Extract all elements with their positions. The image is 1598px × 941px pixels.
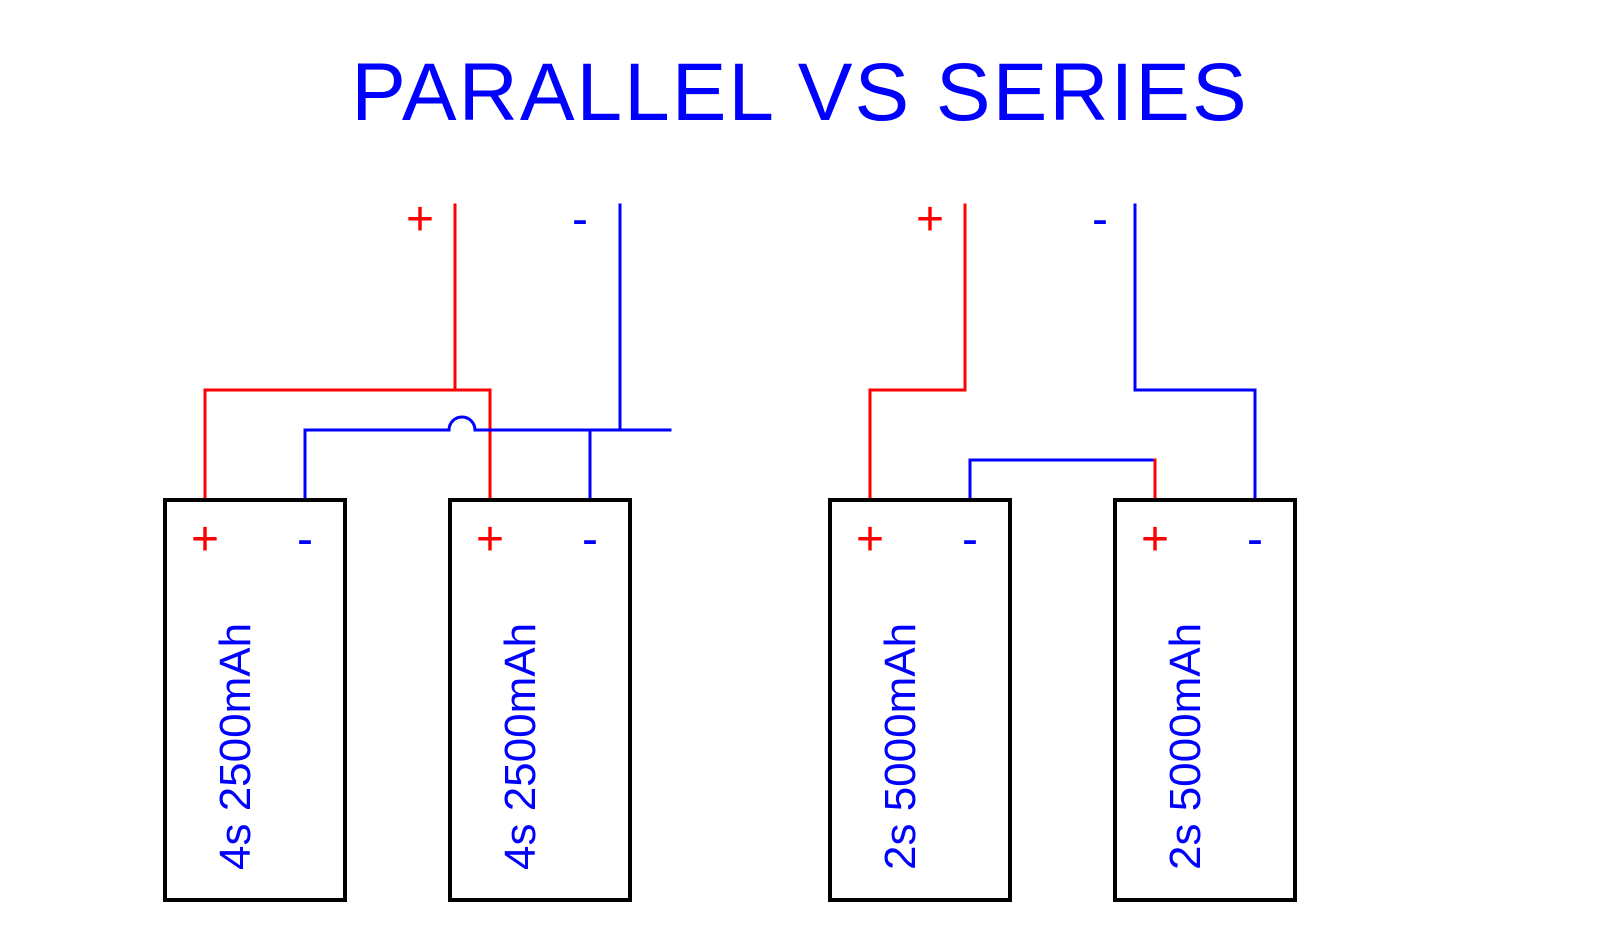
battery-plus-icon: + — [856, 513, 884, 566]
battery-b3: + - 2s 5000mAh — [830, 500, 1010, 900]
battery-minus-icon: - — [1247, 513, 1263, 566]
battery-b4: + - 2s 5000mAh — [1115, 500, 1295, 900]
battery-label: 4s 2500mAh — [211, 623, 260, 870]
output-terminal-out_series_minus: - — [1092, 193, 1108, 246]
wire-p_hop — [449, 417, 475, 430]
wire-s_pos_out — [870, 205, 965, 500]
battery-minus-icon: - — [962, 513, 978, 566]
battery-minus-icon: - — [297, 513, 313, 566]
battery-b2: + - 4s 2500mAh — [450, 500, 630, 900]
wire-p_neg_to_b1b — [305, 430, 449, 500]
battery-label: 2s 5000mAh — [1161, 623, 1210, 870]
output-terminal-out_parallel_plus: + — [406, 193, 434, 246]
diagram-title: PARALLEL VS SERIES — [351, 47, 1248, 138]
wire-s_neg_out — [1135, 205, 1255, 500]
battery-plus-icon: + — [476, 513, 504, 566]
wire-s_link — [970, 460, 1155, 500]
wire-p_pos_main — [205, 205, 455, 500]
wire-p_pos_branch — [455, 390, 490, 500]
battery-plus-icon: + — [191, 513, 219, 566]
battery-plus-icon: + — [1141, 513, 1169, 566]
output-terminal-out_series_plus: + — [916, 193, 944, 246]
wire-p_neg_main — [590, 205, 620, 500]
output-terminal-out_parallel_minus: - — [572, 193, 588, 246]
battery-label: 2s 5000mAh — [876, 623, 925, 870]
battery-b1: + - 4s 2500mAh — [165, 500, 345, 900]
battery-label: 4s 2500mAh — [496, 623, 545, 870]
battery-minus-icon: - — [582, 513, 598, 566]
